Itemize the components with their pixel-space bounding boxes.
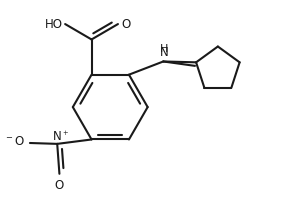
Text: O: O <box>121 18 131 31</box>
Text: $^-$O: $^-$O <box>4 135 26 148</box>
Text: H: H <box>160 44 168 54</box>
Text: HO: HO <box>44 18 63 31</box>
Text: $^+$: $^+$ <box>61 130 69 140</box>
Text: N: N <box>53 130 62 143</box>
Text: N: N <box>160 46 168 59</box>
Text: O: O <box>55 179 64 192</box>
